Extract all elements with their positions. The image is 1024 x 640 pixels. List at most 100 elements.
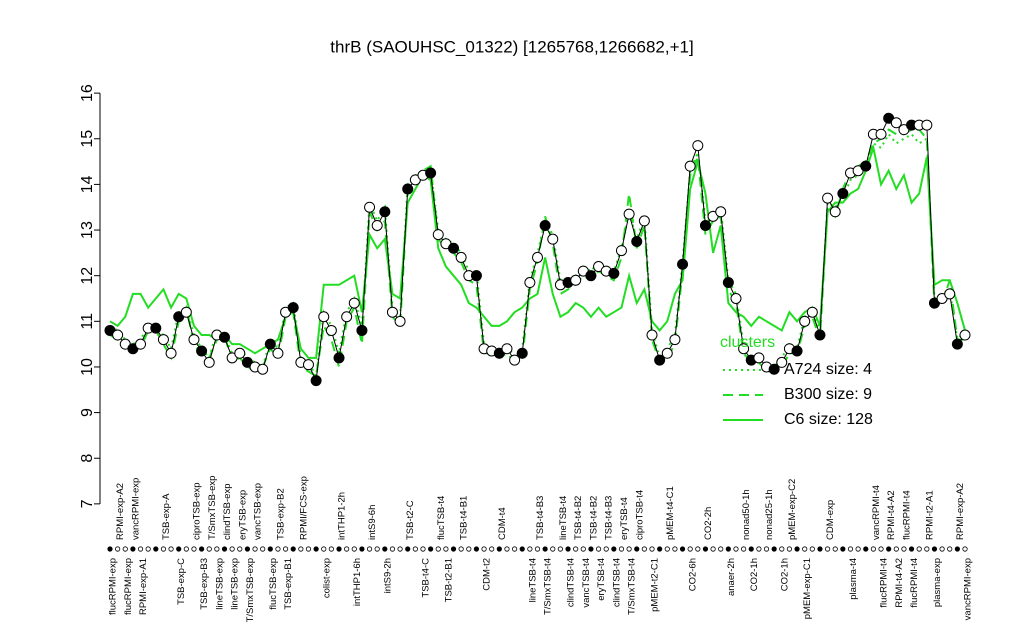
x-tick-label: ciproTSB-exp — [191, 482, 202, 540]
rug-dot — [145, 546, 151, 552]
y-tick-label: 10 — [79, 358, 96, 376]
x-tick-label: TSB-t4-B2 — [588, 496, 599, 540]
point — [837, 188, 849, 200]
x-tick-label: T/SmxTSB-exp — [207, 476, 218, 540]
x-tick-label: pMEM-exp-C2 — [787, 479, 798, 540]
point — [890, 117, 902, 129]
point — [386, 306, 398, 318]
point — [608, 267, 620, 279]
rug-dot — [588, 546, 594, 552]
x-tick-label: TSB-exp-A — [161, 493, 172, 540]
point — [806, 306, 818, 318]
rug-dot — [214, 546, 220, 552]
rug-dot — [626, 546, 632, 552]
x-tick-label: intTHP1-6h — [352, 558, 363, 606]
rug-dot — [527, 546, 533, 552]
point — [234, 347, 246, 359]
point — [470, 270, 482, 282]
rug-dot — [672, 546, 678, 552]
point — [310, 375, 322, 387]
rug-dot — [863, 546, 869, 552]
rug-dot — [916, 546, 922, 552]
rug-dot — [458, 546, 464, 552]
rug-dot — [496, 546, 502, 552]
rug-dot — [473, 546, 480, 552]
point — [432, 229, 444, 241]
y-tick-label: 7 — [79, 499, 96, 508]
x-tick-label: RPMI-t2-A1 — [924, 490, 935, 540]
x-tick-label: RPMI/FCS-exp — [298, 476, 309, 540]
x-tick-label: clindTSB-t4 — [566, 558, 577, 607]
point — [394, 315, 406, 327]
x-tick-label: RPMI-t4-A2 — [886, 490, 897, 540]
x-tick-label: vancTSB-exp — [253, 483, 264, 540]
point — [615, 245, 627, 257]
rug-dot — [603, 546, 609, 552]
point — [921, 119, 933, 131]
x-tick-label: TSB-t4-B2 — [573, 496, 584, 540]
rug-dot — [679, 546, 686, 552]
x-tick-label: lineTSB-exp — [230, 558, 241, 610]
rug-dot — [534, 546, 541, 552]
point — [570, 274, 582, 286]
x-tick-label: anaer-2h — [726, 558, 737, 596]
point — [585, 270, 597, 282]
point — [341, 311, 353, 323]
x-tick-label: lineTSB-t4 — [558, 496, 569, 540]
rug-dot — [733, 546, 739, 552]
x-tick-label: CO2-1h — [779, 558, 790, 591]
x-tick-label: TSB-t4-B3 — [535, 496, 546, 540]
point — [302, 359, 314, 371]
rug-dot — [344, 546, 350, 552]
point — [738, 343, 750, 355]
rug-dot — [542, 546, 548, 552]
rug-dot — [718, 546, 724, 552]
x-tick-label: TSB-t4-B3 — [604, 496, 615, 540]
rug-dot — [519, 546, 525, 552]
point — [333, 352, 345, 364]
point — [448, 242, 460, 254]
rug-dot — [443, 546, 449, 552]
point — [822, 192, 834, 204]
y-tick-label: 15 — [79, 130, 96, 148]
rug-dot — [160, 546, 167, 552]
rug-dot — [366, 546, 373, 552]
rug-dot — [298, 546, 304, 552]
point — [180, 306, 192, 318]
x-tick-label: clindTSB-t4 — [611, 558, 622, 607]
rug-dot — [855, 546, 861, 552]
x-tick-label: T/SmxTSB-t4 — [543, 558, 554, 615]
x-tick-label: TSB-exp-C — [176, 558, 187, 605]
rug-dot — [405, 546, 411, 552]
point — [791, 345, 803, 357]
point — [684, 160, 696, 172]
x-tick-label: CDM-t4 — [497, 507, 508, 540]
x-tick-label: ciproTSB-t4 — [634, 490, 645, 540]
point — [646, 329, 658, 341]
x-tick-label: vancTSB-t4 — [581, 558, 592, 608]
rug-dot — [504, 546, 510, 552]
rug-dot — [305, 546, 312, 552]
x-tick-label: intS9-2h — [382, 558, 393, 593]
x-tick-label: TSB-exp-B2 — [275, 488, 286, 540]
rug-dot — [122, 546, 128, 552]
point — [356, 324, 368, 336]
point — [753, 352, 765, 364]
point — [799, 315, 811, 327]
x-tick-label: vancRPMI-exp — [963, 558, 974, 620]
x-tick-label: lineTSB-t4 — [527, 558, 538, 602]
rug-dot — [428, 546, 434, 552]
point — [371, 219, 383, 231]
rug-dot — [947, 546, 953, 552]
x-tick-label: intTHP1-2h — [337, 492, 348, 540]
rug-dot — [435, 546, 441, 552]
point — [692, 140, 704, 152]
point — [425, 167, 437, 179]
x-tick-label: flucRPMI-t4 — [909, 558, 920, 608]
x-tick-label: plasma-t4 — [848, 558, 859, 600]
point — [875, 128, 887, 140]
point — [196, 345, 208, 357]
rug-dot — [634, 546, 640, 552]
